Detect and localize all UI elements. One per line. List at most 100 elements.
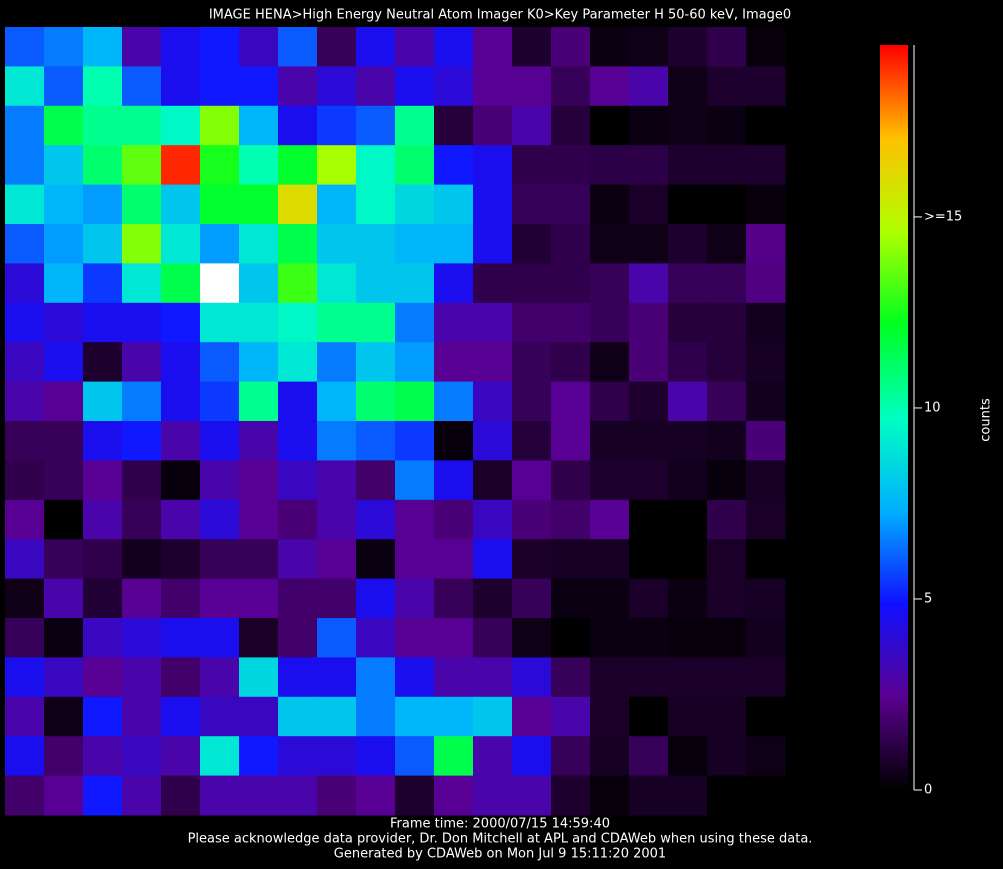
heatmap-cell xyxy=(83,539,123,580)
heatmap-cell xyxy=(161,381,201,422)
heatmap-cell xyxy=(434,302,474,343)
heatmap-cell xyxy=(44,263,84,304)
heatmap-cell xyxy=(122,105,162,146)
heatmap-cell xyxy=(707,184,747,225)
heatmap-cell xyxy=(707,775,747,816)
heatmap-cell xyxy=(44,105,84,146)
heatmap-cell xyxy=(122,302,162,343)
heatmap-cell xyxy=(122,184,162,225)
heatmap-cell xyxy=(317,460,357,501)
heatmap-cell xyxy=(5,775,45,816)
heatmap-cell xyxy=(590,105,630,146)
heatmap-cell xyxy=(5,578,45,619)
heatmap-cell xyxy=(83,775,123,816)
heatmap-cell xyxy=(395,381,435,422)
heatmap-cell xyxy=(395,184,435,225)
heatmap-cell xyxy=(200,460,240,501)
heatmap-cell xyxy=(200,342,240,383)
heatmap-cell xyxy=(395,302,435,343)
heatmap-cell xyxy=(161,224,201,264)
heatmap-cell xyxy=(434,775,474,816)
heatmap-cell xyxy=(161,460,201,501)
heatmap-cell xyxy=(317,105,357,146)
heatmap-cell xyxy=(668,184,708,225)
heatmap-cell xyxy=(707,460,747,501)
heatmap-cell xyxy=(707,499,747,540)
heatmap-cell xyxy=(161,105,201,146)
heatmap-cell xyxy=(473,381,513,422)
heatmap-cell xyxy=(5,184,45,225)
heatmap-cell xyxy=(278,66,318,107)
heatmap-cell xyxy=(239,263,279,304)
heatmap-cell xyxy=(668,657,708,698)
heatmap-cell xyxy=(122,618,162,658)
heatmap-cell xyxy=(434,539,474,580)
heatmap-cell xyxy=(317,736,357,777)
heatmap-cell xyxy=(668,105,708,146)
heatmap-cell xyxy=(161,696,201,737)
heatmap-cell xyxy=(551,736,591,777)
heatmap-cell xyxy=(122,342,162,383)
heatmap-cell xyxy=(590,578,630,619)
heatmap-cell xyxy=(551,66,591,107)
heatmap-cell xyxy=(707,657,747,698)
heatmap-cell xyxy=(629,618,669,658)
heatmap-cell xyxy=(200,775,240,816)
heatmap-cell xyxy=(122,224,162,264)
heatmap-cell xyxy=(551,539,591,580)
heatmap-cell xyxy=(473,105,513,146)
heatmap-cell xyxy=(239,736,279,777)
heatmap-cell xyxy=(668,618,708,658)
heatmap-cell xyxy=(707,696,747,737)
heatmap-cell xyxy=(278,224,318,264)
heatmap-cell xyxy=(395,224,435,264)
heatmap-cell xyxy=(629,736,669,777)
heatmap-cell xyxy=(317,66,357,107)
heatmap-cell xyxy=(278,421,318,461)
heatmap-cell xyxy=(317,421,357,461)
heatmap-cell xyxy=(668,66,708,107)
heatmap-cell xyxy=(746,696,786,737)
heatmap-cell xyxy=(5,618,45,658)
heatmap-cell xyxy=(5,499,45,540)
heatmap-cell xyxy=(278,342,318,383)
heatmap-cell xyxy=(44,578,84,619)
heatmap-cell xyxy=(5,539,45,580)
heatmap-cell xyxy=(317,499,357,540)
heatmap-cell xyxy=(512,381,552,422)
heatmap-cell xyxy=(590,263,630,304)
heatmap-cell xyxy=(473,66,513,107)
heatmap-cell xyxy=(746,775,786,816)
heatmap-cell xyxy=(83,105,123,146)
heatmap-cell xyxy=(161,302,201,343)
heatmap-cell xyxy=(356,421,396,461)
heatmap-cell xyxy=(551,145,591,186)
heatmap-cell xyxy=(83,27,123,67)
heatmap-cell xyxy=(512,105,552,146)
heatmap-cell xyxy=(239,66,279,107)
heatmap-cell xyxy=(434,618,474,658)
heatmap-cell xyxy=(161,657,201,698)
heatmap-cell xyxy=(707,302,747,343)
heatmap-cell xyxy=(200,421,240,461)
heatmap-cell xyxy=(512,657,552,698)
heatmap-cell xyxy=(83,578,123,619)
heatmap-cell xyxy=(122,381,162,422)
heatmap-cell xyxy=(512,145,552,186)
heatmap-cell xyxy=(317,657,357,698)
heatmap-cell xyxy=(473,184,513,225)
heatmap-cell xyxy=(746,27,786,67)
heatmap-cell xyxy=(746,184,786,225)
heatmap-cell xyxy=(434,578,474,619)
heatmap-cell xyxy=(317,775,357,816)
heatmap-cell xyxy=(512,421,552,461)
heatmap-cell xyxy=(317,539,357,580)
colorbar xyxy=(880,45,908,790)
heatmap-cell xyxy=(83,302,123,343)
heatmap-cell xyxy=(278,263,318,304)
heatmap-cell xyxy=(5,421,45,461)
heatmap-cell xyxy=(590,145,630,186)
heatmap-cell xyxy=(239,105,279,146)
heatmap-cell xyxy=(200,657,240,698)
heatmap-cell xyxy=(473,578,513,619)
